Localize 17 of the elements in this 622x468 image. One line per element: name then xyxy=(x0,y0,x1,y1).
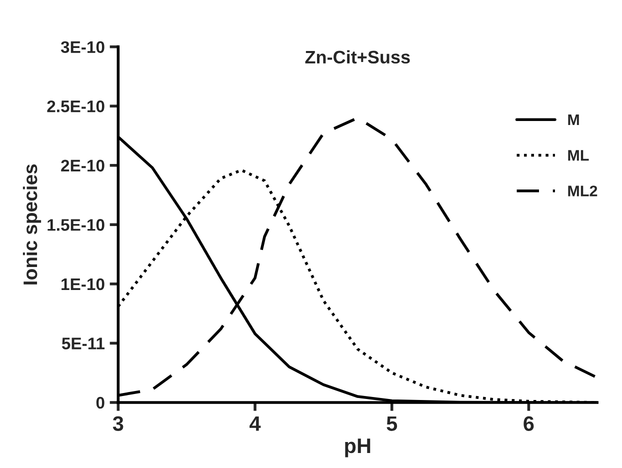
y-axis-title: Ionic species xyxy=(22,164,42,284)
x-axis-title: pH xyxy=(345,438,370,458)
x-tick-label: 6 xyxy=(524,416,534,431)
x-tick-label: 5 xyxy=(386,416,398,431)
y-tick-label: 3E-10 xyxy=(60,41,104,54)
legend-label: M xyxy=(568,114,579,125)
x-tick-label: 3 xyxy=(112,416,124,432)
y-tick-label: 1E-10 xyxy=(62,278,104,290)
y-tick-label: 2E-10 xyxy=(61,160,104,172)
legend-label: ML2 xyxy=(568,186,598,196)
y-tick-label: 0 xyxy=(96,396,104,409)
y-tick-label: 1.5E-10 xyxy=(48,219,104,231)
y-tick-label: 2.5E-10 xyxy=(47,100,104,112)
chart-title: Zn-Cit+Suss xyxy=(305,50,410,64)
x-tick-label: 4 xyxy=(250,416,261,431)
y-tick-label: 5E-11 xyxy=(62,338,105,350)
legend-label: ML xyxy=(568,150,589,161)
